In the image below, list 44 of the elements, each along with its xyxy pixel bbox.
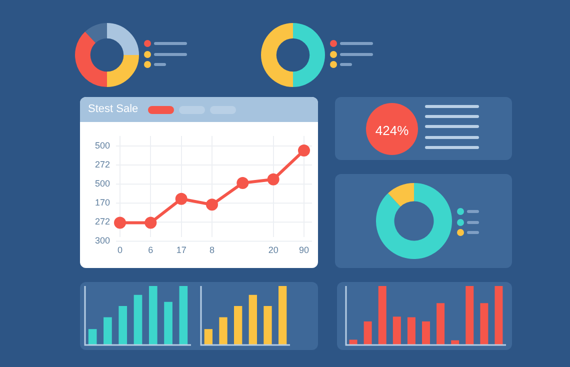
bar xyxy=(264,306,272,345)
bar xyxy=(104,317,112,345)
x-tick-label: 90 xyxy=(298,245,310,256)
bar xyxy=(349,340,358,345)
bar xyxy=(88,329,97,345)
x-tick-label: 0 xyxy=(117,245,123,256)
point xyxy=(236,176,249,189)
bar xyxy=(134,294,142,345)
bar xyxy=(392,316,401,345)
chart-title: Stest Sale xyxy=(88,103,138,115)
x-tick-label: 8 xyxy=(209,245,215,256)
bar xyxy=(378,286,386,345)
text: 424% xyxy=(374,123,410,138)
text: 500 xyxy=(94,140,110,150)
text: 500 xyxy=(94,178,110,189)
text: 300 xyxy=(94,236,110,246)
text: 272 xyxy=(94,216,110,227)
bar xyxy=(179,286,188,345)
x-tick-label: 6 xyxy=(148,245,154,256)
bar xyxy=(480,303,488,345)
bar xyxy=(407,317,416,345)
bar xyxy=(422,321,430,345)
x-tick-label: 20 xyxy=(268,245,278,256)
point xyxy=(267,173,280,186)
bar xyxy=(248,294,257,345)
bar xyxy=(148,286,158,345)
text: 272 xyxy=(94,160,110,170)
point xyxy=(175,192,188,205)
point xyxy=(144,216,157,229)
point xyxy=(114,216,126,229)
point xyxy=(298,144,310,156)
bar xyxy=(278,286,287,345)
bar xyxy=(204,329,212,345)
bar xyxy=(436,303,445,345)
bar xyxy=(118,306,128,345)
bar xyxy=(234,306,242,345)
bar xyxy=(494,286,503,345)
text: 170 xyxy=(94,198,110,208)
bar xyxy=(219,317,228,345)
x-tick-label: 17 xyxy=(176,245,186,256)
bar xyxy=(364,321,372,345)
bar xyxy=(164,302,172,345)
bar xyxy=(466,286,474,345)
point xyxy=(206,198,218,211)
